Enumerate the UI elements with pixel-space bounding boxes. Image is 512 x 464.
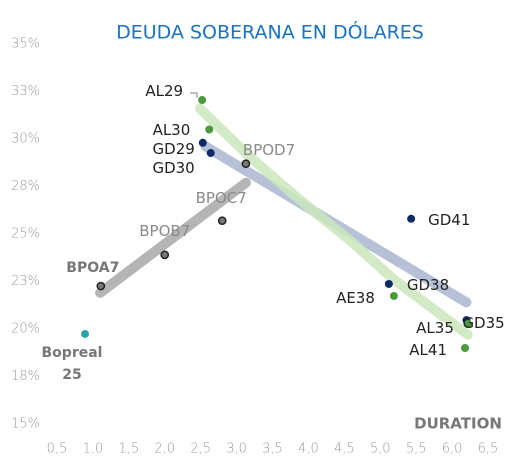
data-point (206, 149, 215, 158)
point-label: GD38 (406, 275, 450, 294)
x-tick-label: 1,5 (118, 442, 139, 457)
data-point (205, 125, 214, 134)
point-label: GD41 (428, 210, 471, 229)
x-tick-label: 5,5 (406, 442, 427, 457)
point-label: GD30 (152, 159, 195, 178)
point-label: AL30 (152, 120, 191, 139)
y-tick-label: 23% (11, 274, 40, 289)
data-point (461, 344, 470, 352)
x-tick-label: 6,0 (442, 442, 463, 457)
data-point (160, 250, 170, 260)
label-leader (190, 92, 198, 98)
x-tick-label: 4,0 (298, 442, 319, 457)
point-label: BPOB7 (139, 221, 191, 240)
point-label: AE38 (336, 288, 375, 307)
x-tick-label: 5,0 (370, 442, 391, 457)
y-tick-label: 33% (11, 84, 40, 99)
point-label: BPOA7 (66, 260, 120, 277)
y-tick-label: 35% (11, 37, 40, 52)
x-tick-label: 6,5 (478, 442, 499, 457)
y-tick-label: 30% (11, 132, 40, 147)
trend-line (194, 103, 473, 340)
x-tick-label: 4,5 (334, 442, 355, 457)
y-tick-label: 15% (11, 417, 40, 432)
data-point (407, 214, 416, 223)
data-point (384, 279, 393, 288)
point-label: BPOD7 (242, 140, 296, 159)
trend-line (95, 177, 251, 298)
data-point (198, 138, 207, 147)
point-label: AL35 (416, 319, 454, 338)
point-label: Bopreal 25 (41, 344, 103, 383)
data-point (81, 329, 90, 338)
x-tick-label: 2,5 (190, 442, 211, 457)
point-label: AL29 (145, 82, 184, 101)
point-label: GD29 (152, 139, 195, 158)
data-point (217, 216, 227, 226)
data-point (198, 96, 207, 105)
point-label: GD35 (462, 314, 505, 333)
x-tick-label: 2,0 (154, 442, 175, 457)
x-tick-label: 1,0 (83, 442, 104, 457)
y-tick-label: 18% (11, 369, 40, 384)
y-tick-label: 28% (11, 179, 40, 194)
data-point (241, 159, 251, 169)
data-point (96, 281, 106, 291)
x-tick-label: 3,5 (262, 442, 283, 457)
x-axis-label: DURATION (414, 415, 502, 433)
x-tick-label: 0,5 (47, 442, 68, 457)
x-tick-label: 3,0 (226, 442, 247, 457)
chart-title: DEUDA SOBERANA EN DÓLARES (116, 20, 424, 44)
y-tick-label: 20% (11, 322, 40, 337)
data-point (389, 291, 398, 300)
point-label: BPOC7 (195, 188, 247, 207)
point-label: AL41 (409, 341, 447, 359)
y-tick-label: 25% (11, 227, 40, 242)
data-point (463, 320, 472, 329)
